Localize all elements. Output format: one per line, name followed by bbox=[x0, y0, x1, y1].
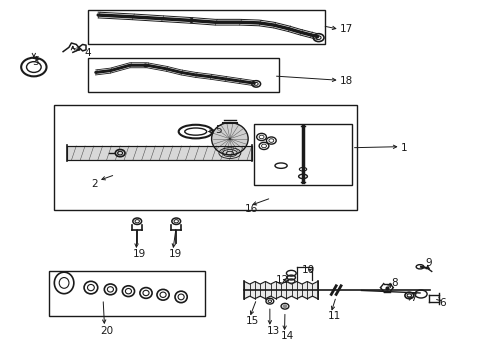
Text: 17: 17 bbox=[339, 24, 352, 35]
Text: 5: 5 bbox=[215, 125, 222, 135]
Bar bbox=[54, 105, 356, 211]
Bar bbox=[254, 125, 351, 185]
Text: 6: 6 bbox=[439, 298, 445, 308]
Text: 2: 2 bbox=[91, 179, 97, 189]
Text: 14: 14 bbox=[281, 331, 294, 341]
Bar bbox=[49, 271, 205, 316]
Text: 3: 3 bbox=[32, 57, 39, 67]
Text: 18: 18 bbox=[339, 76, 352, 86]
Text: 19: 19 bbox=[132, 248, 145, 258]
Text: 9: 9 bbox=[424, 258, 430, 268]
Text: 4: 4 bbox=[84, 48, 91, 58]
Text: 16: 16 bbox=[244, 204, 257, 215]
Bar bbox=[88, 58, 278, 92]
Text: 13: 13 bbox=[266, 325, 279, 336]
Text: 19: 19 bbox=[168, 248, 182, 258]
Text: 10: 10 bbox=[302, 265, 315, 275]
Ellipse shape bbox=[283, 305, 286, 307]
Text: 20: 20 bbox=[101, 326, 114, 336]
FancyArrow shape bbox=[66, 146, 251, 160]
Ellipse shape bbox=[211, 123, 247, 155]
Text: 15: 15 bbox=[245, 316, 258, 325]
Text: 12: 12 bbox=[276, 275, 289, 285]
Text: 11: 11 bbox=[327, 311, 340, 321]
Text: 1: 1 bbox=[400, 143, 407, 153]
Bar bbox=[88, 10, 325, 44]
Text: 7: 7 bbox=[409, 293, 416, 303]
Text: 8: 8 bbox=[390, 278, 397, 288]
